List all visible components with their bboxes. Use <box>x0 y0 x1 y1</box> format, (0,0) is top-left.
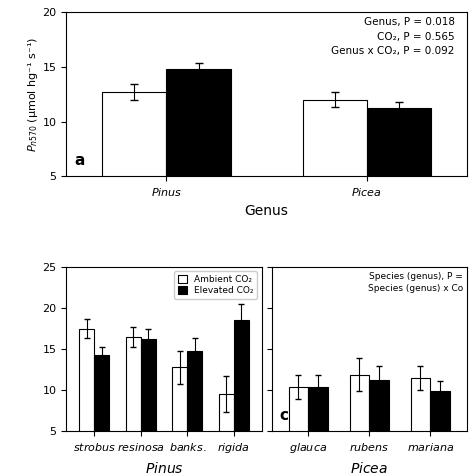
Y-axis label: $P_{n570}$ (μmol hg⁻¹ s⁻¹): $P_{n570}$ (μmol hg⁻¹ s⁻¹) <box>26 36 40 152</box>
Text: c: c <box>279 408 288 423</box>
Bar <box>289 387 308 473</box>
Bar <box>102 92 166 231</box>
Bar <box>187 351 202 473</box>
Text: Genus, P = 0.018
CO₂, P = 0.565
Genus x CO₂, P = 0.092: Genus, P = 0.018 CO₂, P = 0.565 Genus x … <box>331 17 455 56</box>
Bar <box>166 69 230 231</box>
Bar <box>79 328 94 473</box>
X-axis label: Genus: Genus <box>245 204 289 218</box>
Bar <box>410 378 430 473</box>
Bar <box>369 380 389 473</box>
Text: Species (genus), P =
Species (genus) x Co: Species (genus), P = Species (genus) x C… <box>368 272 463 293</box>
Bar <box>308 387 328 473</box>
Bar <box>350 374 369 473</box>
Bar <box>173 367 187 473</box>
Bar <box>430 391 450 473</box>
Legend: Ambient CO₂, Elevated CO₂: Ambient CO₂, Elevated CO₂ <box>174 271 257 299</box>
X-axis label: $\it{Pinus}$: $\it{Pinus}$ <box>145 461 183 474</box>
Bar <box>367 109 431 231</box>
Bar <box>141 339 155 473</box>
X-axis label: $\it{Picea}$: $\it{Picea}$ <box>350 461 388 474</box>
Bar <box>126 337 141 473</box>
Bar <box>303 100 367 231</box>
Text: a: a <box>74 153 85 168</box>
Bar <box>219 394 234 473</box>
Bar <box>94 355 109 473</box>
Bar <box>234 320 249 473</box>
